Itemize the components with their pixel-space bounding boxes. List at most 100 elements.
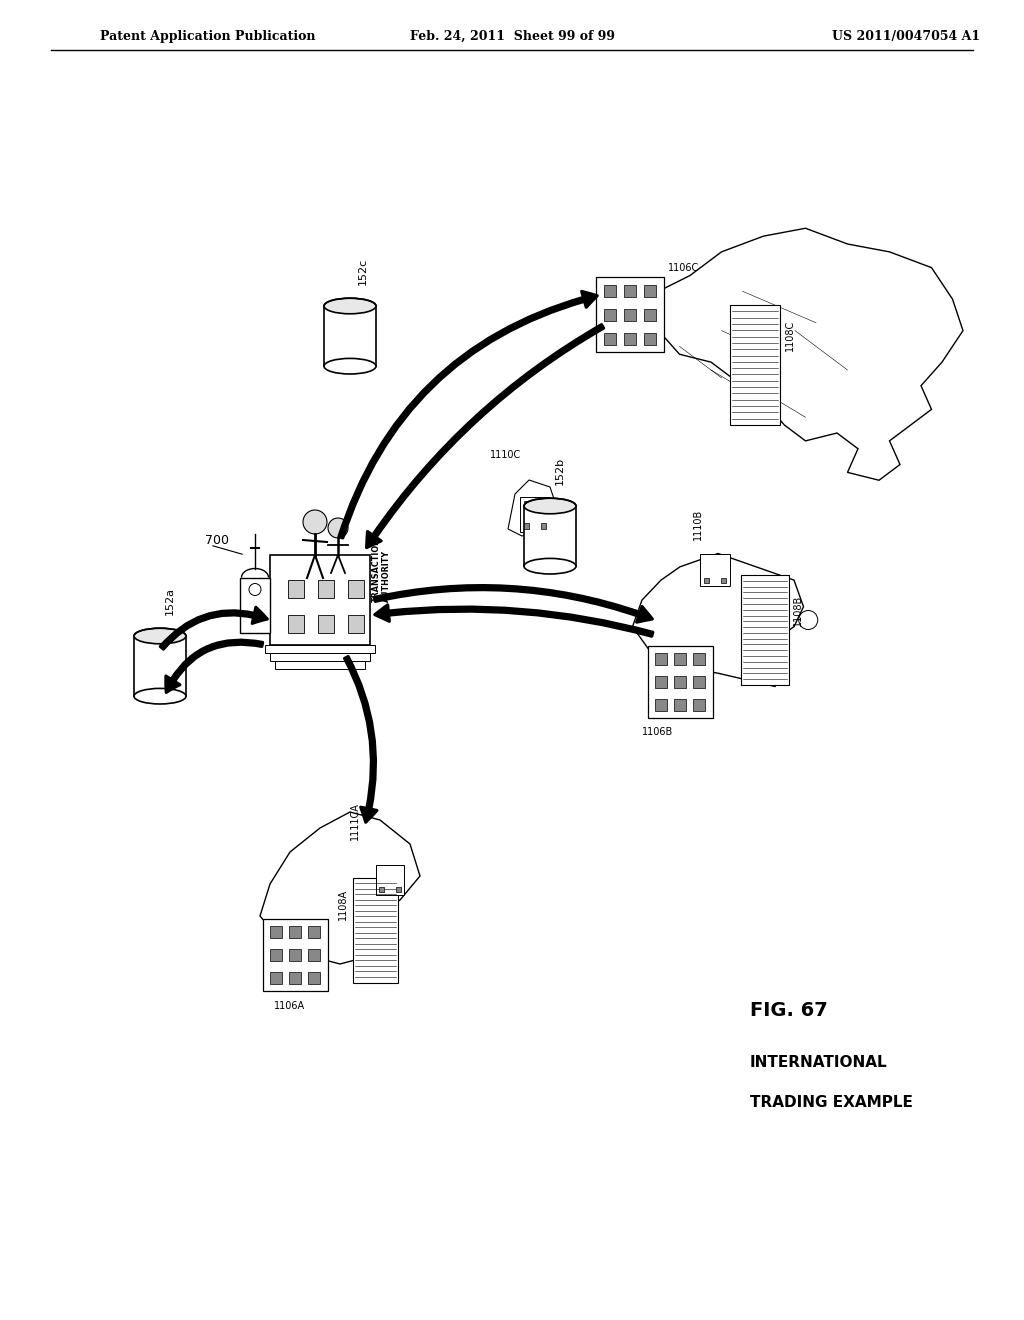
Text: 1106B: 1106B bbox=[642, 727, 673, 737]
Ellipse shape bbox=[524, 558, 575, 574]
Bar bbox=[289, 949, 301, 961]
Bar bbox=[730, 305, 780, 425]
Polygon shape bbox=[633, 553, 804, 686]
Bar bbox=[604, 333, 616, 345]
Ellipse shape bbox=[134, 689, 186, 704]
Bar bbox=[270, 949, 282, 961]
Bar bbox=[693, 700, 705, 710]
Text: FIG. 67: FIG. 67 bbox=[750, 1001, 827, 1020]
Bar bbox=[523, 524, 529, 529]
Bar bbox=[308, 927, 319, 937]
Circle shape bbox=[328, 517, 348, 539]
Text: 1110C: 1110C bbox=[490, 450, 521, 459]
Bar bbox=[524, 506, 575, 566]
Bar bbox=[604, 309, 616, 321]
Bar bbox=[520, 498, 550, 532]
FancyArrowPatch shape bbox=[374, 586, 652, 622]
Bar bbox=[270, 653, 370, 661]
Bar bbox=[741, 576, 790, 685]
Polygon shape bbox=[508, 480, 557, 536]
Text: 1108C: 1108C bbox=[785, 319, 795, 351]
Ellipse shape bbox=[524, 498, 575, 513]
Circle shape bbox=[303, 510, 327, 535]
Text: US 2011/0047054 A1: US 2011/0047054 A1 bbox=[831, 30, 980, 44]
Circle shape bbox=[799, 610, 818, 630]
Text: 152b: 152b bbox=[555, 457, 565, 484]
Wedge shape bbox=[242, 564, 268, 577]
Text: Feb. 24, 2011  Sheet 99 of 99: Feb. 24, 2011 Sheet 99 of 99 bbox=[410, 30, 614, 44]
Bar bbox=[352, 878, 397, 982]
Bar bbox=[270, 927, 282, 937]
Bar bbox=[318, 615, 334, 634]
FancyArrowPatch shape bbox=[160, 607, 267, 649]
Bar bbox=[523, 502, 529, 507]
Bar bbox=[308, 973, 319, 983]
FancyArrowPatch shape bbox=[375, 605, 653, 636]
Bar bbox=[655, 653, 667, 665]
Bar bbox=[288, 579, 304, 598]
Bar bbox=[655, 700, 667, 710]
Bar bbox=[624, 309, 636, 321]
Text: 152c: 152c bbox=[358, 257, 368, 285]
Bar bbox=[596, 277, 664, 352]
Bar bbox=[395, 887, 400, 892]
Bar bbox=[541, 502, 547, 507]
Text: 1108A: 1108A bbox=[338, 888, 348, 920]
Bar bbox=[604, 285, 616, 297]
Text: 1110B: 1110B bbox=[693, 508, 703, 540]
Text: 700: 700 bbox=[205, 533, 229, 546]
Bar bbox=[324, 306, 376, 366]
Text: 1106A: 1106A bbox=[274, 1001, 305, 1011]
FancyArrowPatch shape bbox=[166, 640, 263, 693]
Ellipse shape bbox=[324, 298, 376, 314]
Bar bbox=[270, 973, 282, 983]
Bar bbox=[348, 579, 364, 598]
Bar bbox=[265, 645, 375, 653]
Bar bbox=[270, 554, 370, 645]
Bar bbox=[318, 579, 334, 598]
Text: TRANSACTION
AUTHORITY: TRANSACTION AUTHORITY bbox=[372, 537, 391, 602]
Bar bbox=[700, 554, 730, 586]
Bar bbox=[644, 285, 655, 297]
Text: 1106C: 1106C bbox=[668, 263, 699, 273]
Bar bbox=[624, 285, 636, 297]
Bar bbox=[655, 676, 667, 688]
Polygon shape bbox=[260, 812, 420, 964]
Bar bbox=[308, 949, 319, 961]
Text: TRADING EXAMPLE: TRADING EXAMPLE bbox=[750, 1096, 912, 1110]
Bar bbox=[289, 973, 301, 983]
Bar bbox=[674, 676, 686, 688]
Bar bbox=[721, 578, 726, 583]
Bar bbox=[647, 645, 713, 718]
Bar bbox=[693, 653, 705, 665]
Ellipse shape bbox=[324, 359, 376, 374]
Bar bbox=[289, 927, 301, 937]
Bar bbox=[644, 333, 655, 345]
Text: 1111CA: 1111CA bbox=[350, 803, 360, 840]
Bar bbox=[644, 309, 655, 321]
Polygon shape bbox=[638, 228, 963, 480]
Bar bbox=[703, 578, 709, 583]
Text: INTERNATIONAL: INTERNATIONAL bbox=[750, 1055, 888, 1071]
Bar bbox=[288, 615, 304, 634]
Text: Patent Application Publication: Patent Application Publication bbox=[100, 30, 315, 44]
FancyArrowPatch shape bbox=[367, 325, 603, 548]
FancyArrowPatch shape bbox=[339, 292, 597, 539]
FancyArrowPatch shape bbox=[344, 656, 377, 822]
Ellipse shape bbox=[134, 628, 186, 644]
Circle shape bbox=[249, 583, 261, 595]
Text: 1108B: 1108B bbox=[793, 594, 803, 626]
Bar bbox=[275, 661, 365, 669]
Bar bbox=[541, 524, 547, 529]
Bar bbox=[262, 919, 328, 991]
Bar bbox=[240, 578, 270, 632]
Bar bbox=[674, 653, 686, 665]
Bar bbox=[624, 333, 636, 345]
Bar bbox=[379, 887, 384, 892]
Bar bbox=[693, 676, 705, 688]
Bar bbox=[376, 865, 404, 895]
Bar bbox=[134, 636, 186, 696]
Bar bbox=[674, 700, 686, 710]
Text: 152a: 152a bbox=[165, 587, 175, 615]
Bar bbox=[348, 615, 364, 634]
